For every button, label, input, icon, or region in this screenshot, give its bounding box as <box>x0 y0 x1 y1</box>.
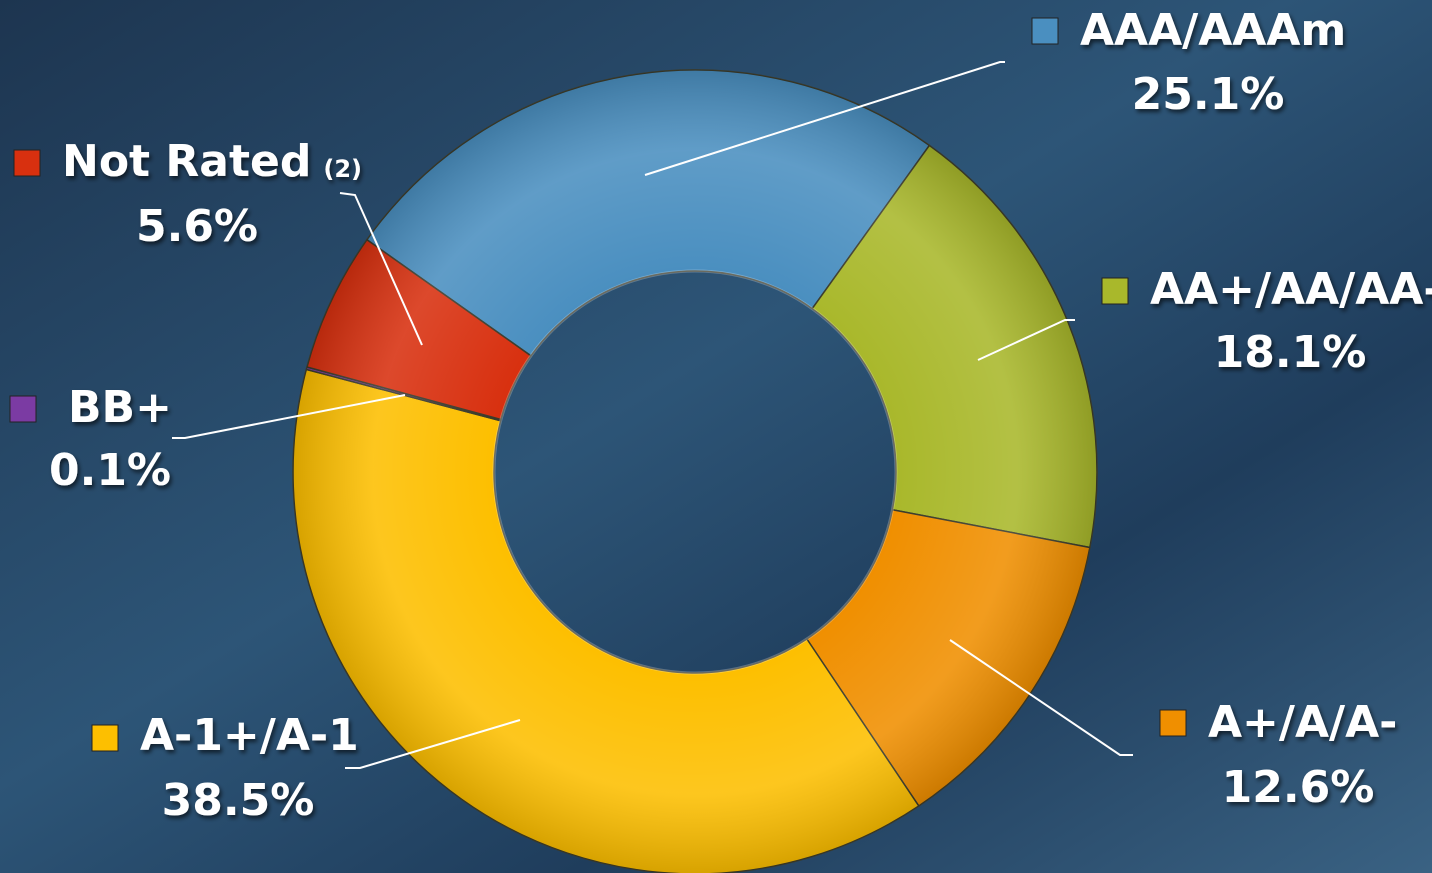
category-label: AAA/AAAm <box>1080 5 1346 56</box>
legend-swatch <box>1031 17 1059 45</box>
value-label: 25.1% <box>1132 69 1285 120</box>
leader-line <box>345 719 521 769</box>
legend-swatch <box>1159 709 1187 737</box>
category-label: AA+/AA/AA- <box>1150 264 1432 315</box>
legend-swatch <box>1101 277 1129 305</box>
legend-swatch <box>9 395 37 423</box>
legend-swatch <box>91 724 119 752</box>
donut-hole-edge <box>492 269 898 675</box>
category-label: A+/A/A- <box>1208 697 1397 748</box>
leader-line <box>172 394 406 439</box>
value-label: 38.5% <box>162 775 315 826</box>
category-label: A-1+/A-1 <box>140 710 359 761</box>
category-label: Not Rated <box>62 136 311 187</box>
leader-line <box>977 319 1075 361</box>
legend-swatch <box>13 149 41 177</box>
category-label: BB+ <box>68 382 172 433</box>
value-label: 18.1% <box>1214 327 1367 378</box>
value-label: 0.1% <box>49 445 171 496</box>
labels: AAA/AAAm 25.1% AA+/AA/AA- 18.1% A+/A/A- 12.6%… <box>9 5 1432 826</box>
value-label: 12.6% <box>1222 762 1375 813</box>
leader-line <box>949 639 1133 756</box>
leader-line <box>644 61 1005 176</box>
category-note: (2) <box>323 155 362 183</box>
leader-line <box>339 192 423 346</box>
value-label: 5.6% <box>136 201 258 252</box>
